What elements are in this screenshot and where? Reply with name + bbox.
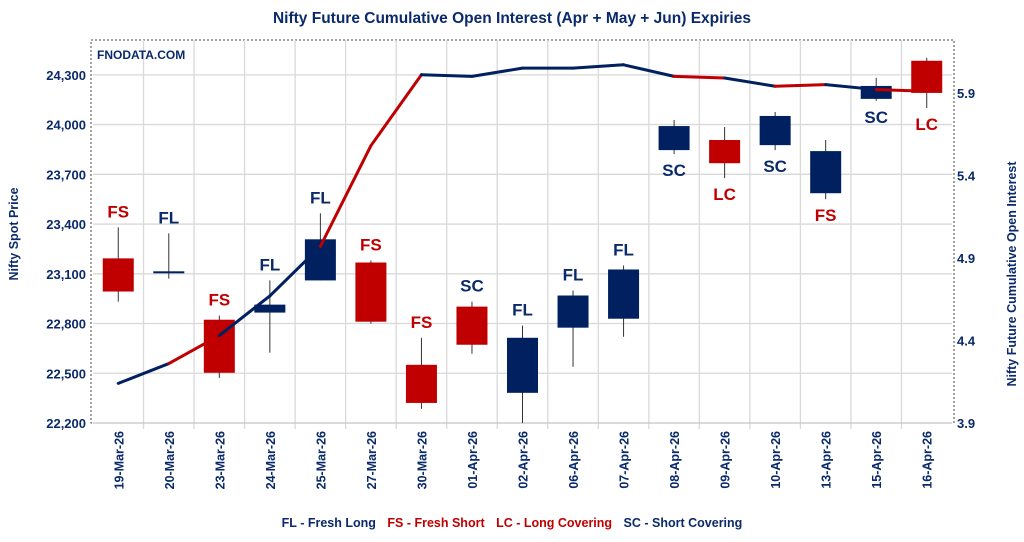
- signal-label: LC: [915, 115, 938, 134]
- y2-tick-label: 4.4: [957, 333, 976, 348]
- signal-label: FS: [107, 202, 129, 221]
- x-tick-label: 30-Mar-26: [415, 431, 429, 489]
- legend-fl: FL - Fresh Long: [281, 516, 376, 530]
- x-tick-label: 01-Apr-26: [466, 431, 480, 489]
- x-tick-label: 09-Apr-26: [719, 431, 733, 489]
- oi-line-segment: [268, 244, 322, 298]
- y-tick-label: 23,400: [46, 217, 86, 232]
- candle-body: [102, 258, 134, 292]
- x-tick-label: 23-Mar-26: [213, 431, 227, 489]
- y-tick-label: 24,000: [46, 118, 86, 133]
- x-tick-label: 15-Apr-26: [870, 431, 884, 489]
- candle-body: [658, 126, 690, 151]
- signal-label: FL: [259, 255, 280, 274]
- watermark: FNODATA.COM: [97, 48, 185, 62]
- candle-body: [709, 139, 741, 164]
- x-tick-label: 13-Apr-26: [820, 431, 834, 489]
- oi-line-segment: [167, 334, 221, 366]
- chart-title: Nifty Future Cumulative Open Interest (A…: [272, 10, 752, 27]
- candle-body: [759, 115, 791, 146]
- oi-line-segment: [672, 74, 727, 80]
- signal-label: FL: [512, 301, 533, 320]
- signal-label: FL: [310, 188, 331, 207]
- candle-body: [911, 60, 943, 93]
- signal-label: SC: [763, 157, 787, 176]
- legend: FL - Fresh Long FS - Fresh Short LC - Lo…: [0, 516, 1024, 530]
- y-tick-label: 22,800: [46, 317, 86, 332]
- oi-line-segment: [571, 63, 626, 70]
- signal-label: FL: [563, 266, 584, 285]
- x-tick-label: 10-Apr-26: [769, 431, 783, 489]
- signal-label: FS: [815, 206, 837, 225]
- signal-label: SC: [662, 161, 686, 180]
- oi-line-segment: [116, 362, 171, 385]
- legend-sc: SC - Short Covering: [623, 516, 743, 530]
- y-axis-title: Nifty Spot Price: [7, 187, 21, 280]
- x-tick-label: 06-Apr-26: [567, 431, 581, 489]
- x-tick-label: 27-Mar-26: [365, 431, 379, 489]
- x-tick-label: 20-Mar-26: [163, 431, 177, 489]
- oi-line-segment: [773, 83, 828, 88]
- x-tick-label: 16-Apr-26: [921, 431, 935, 489]
- y2-tick-label: 5.9: [957, 86, 975, 101]
- y-tick-label: 23,700: [46, 167, 86, 182]
- signal-label: SC: [864, 108, 888, 127]
- candle-body: [456, 306, 488, 345]
- candle-body: [507, 337, 538, 393]
- signal-label: LC: [713, 185, 736, 204]
- oi-line-segment: [369, 73, 423, 148]
- signal-label: SC: [460, 277, 484, 296]
- legend-lc: LC - Long Covering: [496, 516, 613, 530]
- signal-label: FL: [158, 208, 179, 227]
- x-tick-label: 25-Mar-26: [314, 431, 328, 489]
- candle-body: [355, 262, 387, 322]
- signal-label: FS: [360, 236, 382, 255]
- signal-label: FL: [613, 241, 634, 260]
- y-tick-label: 22,200: [46, 416, 86, 431]
- oi-line-segment: [318, 144, 373, 248]
- signal-label: FS: [411, 313, 433, 332]
- y-tick-label: 24,300: [46, 68, 86, 83]
- oi-line-segment: [824, 83, 878, 92]
- y-tick-label: 22,500: [46, 366, 86, 381]
- x-tick-label: 08-Apr-26: [668, 431, 682, 489]
- oi-line-segment: [874, 88, 929, 93]
- y2-tick-label: 5.4: [957, 168, 976, 183]
- signal-label: FS: [208, 291, 230, 310]
- candle-body: [810, 151, 842, 194]
- candle-body: [608, 269, 640, 319]
- y2-tick-label: 3.9: [957, 416, 975, 431]
- y-tick-label: 23,100: [46, 267, 86, 282]
- x-tick-label: 19-Mar-26: [112, 431, 126, 489]
- x-tick-label: 07-Apr-26: [618, 431, 632, 489]
- oi-line-segment: [419, 73, 474, 78]
- oi-line-segment: [217, 294, 272, 338]
- oi-line-segment: [470, 66, 524, 78]
- oi-line-segment: [622, 63, 676, 78]
- candle-body: [254, 304, 286, 313]
- x-tick-label: 02-Apr-26: [517, 431, 531, 489]
- y2-axis-title: Nifty Future Cumulative Open Interest: [1005, 161, 1019, 387]
- candle-body: [153, 271, 185, 274]
- legend-fs: FS - Fresh Short: [387, 516, 485, 530]
- y2-tick-label: 4.9: [957, 251, 975, 266]
- candle-body: [405, 364, 437, 403]
- candle-body: [557, 295, 589, 328]
- x-tick-label: 24-Mar-26: [264, 431, 278, 489]
- oi-line-segment: [723, 76, 777, 88]
